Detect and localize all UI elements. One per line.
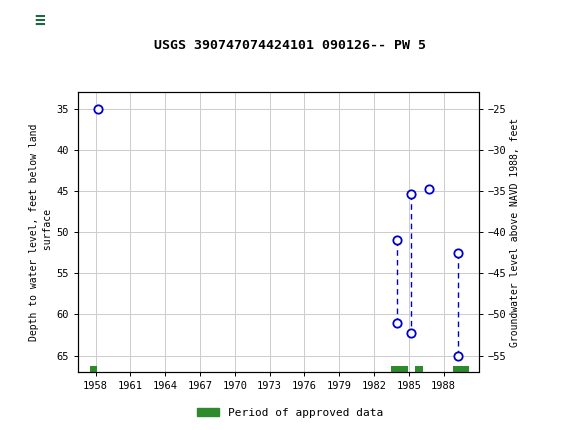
Legend: Period of approved data: Period of approved data	[193, 403, 387, 422]
Bar	[6, 3, 72, 37]
Text: USGS: USGS	[84, 13, 121, 28]
Text: ≡: ≡	[34, 12, 45, 29]
Text: USGS 390747074424101 090126-- PW 5: USGS 390747074424101 090126-- PW 5	[154, 39, 426, 52]
Y-axis label: Groundwater level above NAVD 1988, feet: Groundwater level above NAVD 1988, feet	[510, 118, 520, 347]
Y-axis label: Depth to water level, feet below land
 surface: Depth to water level, feet below land su…	[30, 123, 53, 341]
